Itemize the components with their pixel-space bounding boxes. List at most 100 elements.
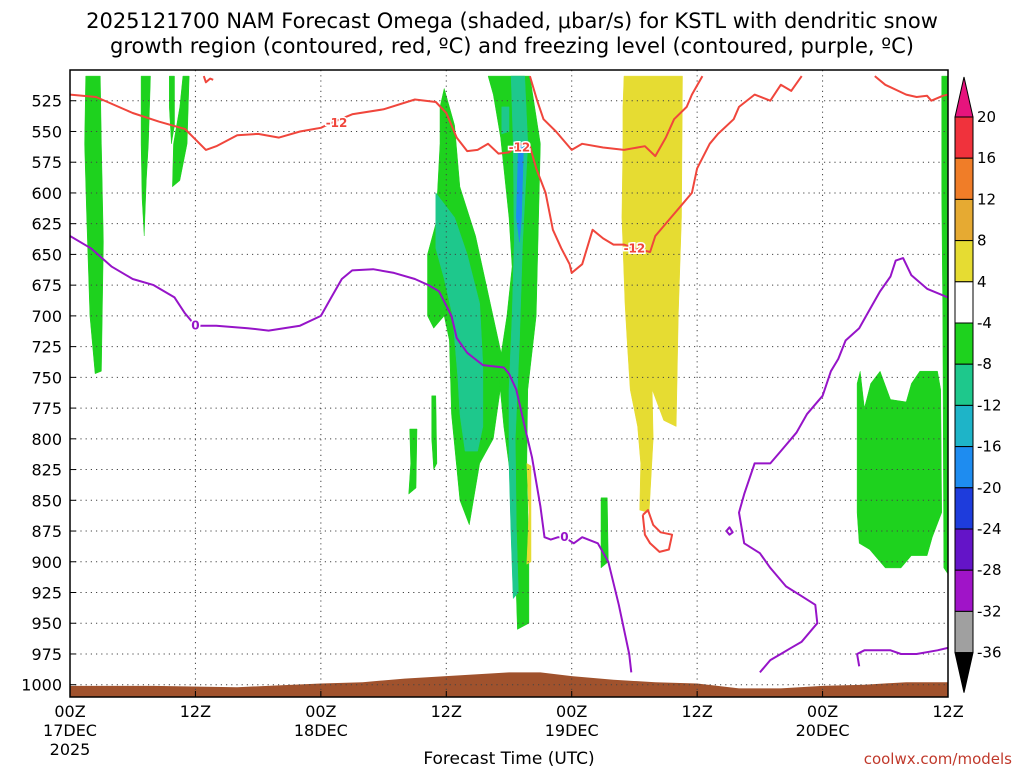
colorbar-label: -36 — [977, 644, 1002, 662]
omega-region-green-strip-4 — [172, 75, 190, 188]
y-axis-ticks: 525 550 575 600 625 650 675 700 725 750 775 800 825 8… — [21, 92, 76, 695]
terrain-layer — [70, 672, 948, 697]
colorbar-bin — [954, 157, 974, 200]
x-tick-time: 00Z — [54, 702, 85, 721]
omega-region-green-spot-b — [431, 395, 438, 471]
y-tick-label: 575 — [31, 153, 62, 172]
contour-dgz-minus12-mid — [528, 75, 704, 158]
chart-title-line2: growth region (contoured, red, ºC) and f… — [110, 34, 914, 58]
contour-freezing-level-bottom-right — [856, 646, 948, 667]
y-tick-label: 675 — [31, 276, 62, 295]
omega-region-green-spot-a — [408, 428, 418, 495]
terrain-fill — [70, 672, 948, 697]
y-tick-label: 800 — [31, 430, 62, 449]
colorbar-label: 12 — [977, 190, 996, 208]
colorbar-label: -32 — [977, 602, 1002, 620]
y-tick-label: 750 — [31, 368, 62, 387]
contour-label: -12 — [624, 241, 646, 255]
y-tick-label: 975 — [31, 645, 62, 664]
omega-region-teal-right — [508, 75, 529, 600]
contour-freezing-level-small — [725, 526, 734, 536]
y-tick-label: 875 — [31, 522, 62, 541]
omega-region-green-late-block — [856, 370, 942, 569]
colorbar-label: -24 — [977, 520, 1002, 538]
omega-region-yellow-strip — [526, 462, 532, 565]
omega-shading-layer — [84, 75, 948, 630]
credit-text: coolwx.com/models — [864, 750, 1012, 768]
colorbar-bin — [954, 363, 974, 406]
omega-region-yellow-block — [621, 75, 683, 513]
colorbar-bin — [954, 240, 974, 283]
x-tick-date: 18DEC — [294, 721, 348, 740]
colorbar-label: -28 — [977, 561, 1002, 579]
x-tick-date: 17DEC — [43, 721, 97, 740]
contour-dgz-minus12-left — [70, 75, 803, 274]
colorbar-bottom-triangle — [954, 652, 974, 693]
y-tick-label: 825 — [31, 461, 62, 480]
x-axis-label: Forecast Time (UTC) — [423, 749, 594, 768]
x-tick-time: 00Z — [556, 702, 587, 721]
colorbar-bin — [954, 281, 974, 324]
x-tick-year: 2025 — [50, 740, 91, 759]
colorbar-bin — [954, 116, 974, 159]
y-tick-label: 600 — [31, 184, 62, 203]
colorbar-bin — [954, 487, 974, 530]
contour-label: 0 — [191, 319, 199, 333]
contour-dgz-minus12-right — [874, 75, 948, 102]
x-tick-date: 19DEC — [545, 721, 599, 740]
gridlines — [70, 70, 948, 697]
colorbar-label: -8 — [977, 355, 992, 373]
chart-title-line1: 2025121700 NAM Forecast Omega (shaded, μ… — [86, 9, 938, 33]
colorbar-label: 4 — [977, 273, 987, 291]
y-tick-label: 525 — [31, 92, 62, 111]
x-tick-time: 00Z — [305, 702, 336, 721]
colorbar-top-triangle — [954, 76, 974, 118]
colorbar-label: -12 — [977, 396, 1002, 414]
contour-freezing-level-late — [738, 257, 948, 674]
y-tick-label: 700 — [31, 307, 62, 326]
x-tick-time: 12Z — [180, 702, 211, 721]
contour-label: -12 — [326, 116, 348, 130]
y-tick-label: 900 — [31, 553, 62, 572]
colorbar-label: 20 — [977, 108, 996, 126]
x-tick-time: 12Z — [431, 702, 462, 721]
colorbar-label: -4 — [977, 314, 992, 332]
y-tick-label: 1000 — [21, 676, 62, 695]
y-tick-label: 850 — [31, 491, 62, 510]
contour-labels: -12 -12 -12 0 0 — [190, 114, 647, 545]
colorbar-label: 8 — [977, 232, 987, 250]
x-tick-time: 12Z — [932, 702, 963, 721]
contour-label: -12 — [509, 140, 531, 154]
colorbar: 20 16 12 8 4 -4 -8 -12 -16 -20 -24 -28 -32 -36 — [954, 76, 1002, 693]
colorbar-label: -20 — [977, 479, 1002, 497]
colorbar-bin — [954, 198, 974, 242]
colorbar-bin — [954, 322, 974, 365]
contour-layer — [70, 75, 948, 674]
x-tick-time: 12Z — [681, 702, 712, 721]
contour-label: 0 — [560, 530, 568, 544]
contour-freezing-level — [70, 235, 633, 673]
y-tick-label: 775 — [31, 399, 62, 418]
x-tick-time: 00Z — [807, 702, 838, 721]
y-tick-label: 950 — [31, 614, 62, 633]
y-tick-label: 725 — [31, 338, 62, 357]
omega-region-green-right-edge — [941, 75, 948, 575]
omega-region-green-strip-2 — [140, 75, 151, 237]
colorbar-label: 16 — [977, 149, 996, 167]
contour-dgz-minus12-loop — [641, 509, 674, 553]
colorbar-bin — [954, 610, 974, 654]
y-tick-label: 925 — [31, 584, 62, 603]
y-tick-label: 550 — [31, 122, 62, 141]
colorbar-label: -16 — [977, 438, 1002, 456]
omega-region-green-strip-early — [84, 75, 104, 375]
y-tick-label: 625 — [31, 215, 62, 234]
colorbar-bin — [954, 569, 974, 612]
omega-region-green-strip-3 — [169, 75, 175, 144]
y-tick-label: 650 — [31, 245, 62, 264]
colorbar-bin — [954, 446, 974, 489]
omega-region-teal-spot — [501, 106, 510, 135]
colorbar-bin — [954, 528, 974, 571]
contour-dgz-minus12-bottom-left — [202, 75, 214, 84]
